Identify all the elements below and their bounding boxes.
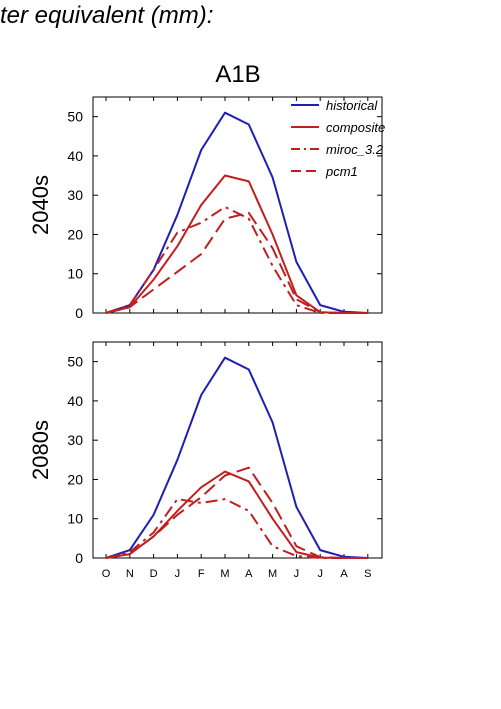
x-tick-label: M [220, 568, 229, 580]
x-tick-label: N [126, 568, 134, 580]
y-tick-label: 10 [67, 511, 83, 527]
x-tick-label: M [268, 568, 277, 580]
series-line-pcm1 [105, 466, 368, 559]
x-tick-label: D [150, 568, 158, 580]
y-tick-label: 20 [67, 226, 83, 242]
y-tick-label: 40 [67, 148, 83, 164]
panel-2: 0 10 20 30 40 50 2080s [28, 341, 383, 566]
y-tick-label: 30 [67, 187, 83, 203]
series-line-composite [105, 470, 368, 559]
y-tick-label: 50 [67, 109, 83, 125]
x-tick-label: F [198, 568, 205, 580]
legend-label: miroc_3.2 [326, 142, 384, 157]
x-tick-label: A [245, 568, 253, 580]
panel-label: 2040s [28, 175, 53, 235]
x-tick-label: S [364, 568, 371, 580]
series-line-historical [105, 356, 368, 559]
y-tick-label: 0 [75, 550, 83, 566]
series-line-composite [105, 174, 368, 314]
x-tick-label: J [294, 568, 300, 580]
series-line-pcm1 [105, 211, 368, 314]
legend-label: historical [326, 98, 378, 113]
y-tick-label: 20 [67, 471, 83, 487]
panels: 0 10 20 30 40 50 2040s 0 10 20 30 40 50 2080s [28, 96, 383, 566]
series-line-miroc-3-2 [105, 206, 368, 314]
y-tick-label: 50 [67, 354, 83, 370]
page-title: ter equivalent (mm): [0, 2, 214, 29]
legend-label: composite [326, 120, 385, 135]
y-tick-label: 0 [75, 305, 83, 321]
panel-label: 2080s [28, 420, 53, 480]
plot-frame [92, 341, 383, 559]
plot-frame [92, 96, 383, 314]
x-tick-label: J [175, 568, 181, 580]
y-tick-label: 40 [67, 393, 83, 409]
legend-label: pcm1 [325, 164, 358, 179]
x-tick-label: J [317, 568, 323, 580]
panel-1: 0 10 20 30 40 50 2040s [28, 96, 383, 321]
chart-title: A1B [215, 61, 260, 88]
y-tick-label: 30 [67, 432, 83, 448]
y-tick-label: 10 [67, 266, 83, 282]
x-tick-label: O [102, 568, 111, 580]
legend: historical composite miroc_3.2 pcm1 [291, 98, 385, 179]
x-tick-label: A [340, 568, 348, 580]
series-line-miroc-3-2 [105, 498, 368, 559]
